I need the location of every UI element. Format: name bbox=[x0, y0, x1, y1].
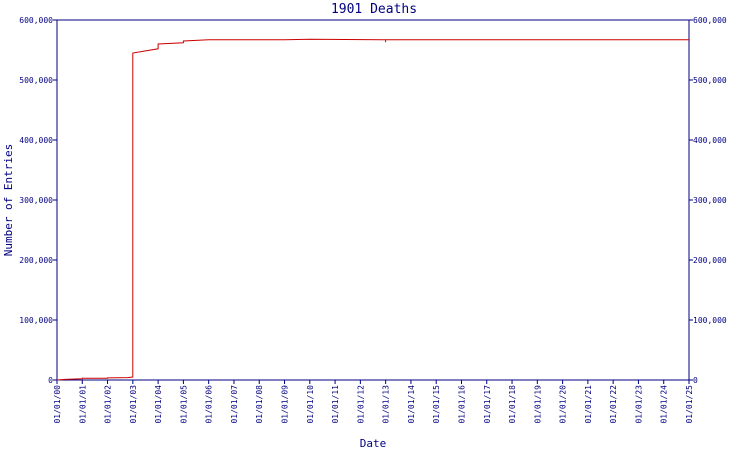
right-y-tick-label: 200,000 bbox=[693, 256, 727, 265]
x-tick-label: 01/01/13 bbox=[382, 385, 391, 424]
y-tick-label: 100,000 bbox=[19, 316, 53, 325]
series-layer bbox=[56, 38, 689, 381]
right-y-tick-label: 600,000 bbox=[693, 16, 727, 25]
right-y-tick-label: 100,000 bbox=[693, 316, 727, 325]
x-tick-label: 01/01/12 bbox=[356, 385, 365, 424]
x-tick-label: 01/01/17 bbox=[483, 385, 492, 424]
y-tick-label: 300,000 bbox=[19, 196, 53, 205]
right-y-tick-label: 0 bbox=[693, 376, 698, 385]
right-y-axis: 0 100,000 200,000 300,000 400,000 500,000 600,… bbox=[689, 16, 727, 385]
x-tick-label: 01/01/10 bbox=[306, 385, 315, 424]
x-tick-label: 01/01/18 bbox=[508, 385, 517, 424]
series-line-0 bbox=[56, 38, 689, 381]
x-tick-label: 01/01/05 bbox=[179, 385, 188, 424]
x-tick-label: 01/01/20 bbox=[559, 385, 568, 424]
y-tick-label: 200,000 bbox=[19, 256, 53, 265]
plot-area-frame bbox=[56, 19, 690, 381]
x-tick-label: 01/01/16 bbox=[457, 385, 466, 424]
y-tick-label: 500,000 bbox=[19, 76, 53, 85]
y-tick-label: 0 bbox=[48, 376, 53, 385]
x-tick-label: 01/01/23 bbox=[634, 385, 643, 424]
x-tick-label: 01/01/09 bbox=[281, 385, 290, 424]
left-y-axis: 0 100,000 200,000 300,000 400,000 500,000 600,… bbox=[19, 16, 57, 385]
x-tick-label: 01/01/15 bbox=[432, 385, 441, 424]
x-tick-label: 01/01/07 bbox=[230, 385, 239, 424]
x-tick-label: 01/01/08 bbox=[255, 385, 264, 424]
x-tick-label: 01/01/19 bbox=[533, 385, 542, 424]
x-tick-label: 01/01/02 bbox=[104, 385, 113, 424]
x-axis-label: Date bbox=[360, 437, 387, 450]
y-axis-label: Number of Entries bbox=[2, 144, 15, 257]
y-tick-label: 400,000 bbox=[19, 136, 53, 145]
y-tick-label: 600,000 bbox=[19, 16, 53, 25]
x-tick-label: 01/01/22 bbox=[609, 385, 618, 424]
right-y-tick-label: 300,000 bbox=[693, 196, 727, 205]
x-tick-label: 01/01/06 bbox=[205, 385, 214, 424]
x-tick-label: 01/01/00 bbox=[53, 385, 62, 424]
x-tick-label: 01/01/11 bbox=[331, 385, 340, 424]
x-tick-label: 01/01/24 bbox=[660, 385, 669, 424]
x-axis: 01/01/00 01/01/01 01/01/02 01/01/03 01/01/04… bbox=[53, 380, 694, 424]
right-y-tick-label: 500,000 bbox=[693, 76, 727, 85]
x-tick-label: 01/01/21 bbox=[584, 385, 593, 424]
x-tick-label: 01/01/01 bbox=[78, 385, 87, 424]
x-tick-label: 01/01/25 bbox=[685, 385, 694, 424]
x-tick-label: 01/01/04 bbox=[154, 385, 163, 424]
right-y-tick-label: 400,000 bbox=[693, 136, 727, 145]
x-tick-label: 01/01/03 bbox=[129, 385, 138, 424]
chart-title: 1901 Deaths bbox=[331, 2, 417, 17]
x-tick-label: 01/01/14 bbox=[407, 385, 416, 424]
